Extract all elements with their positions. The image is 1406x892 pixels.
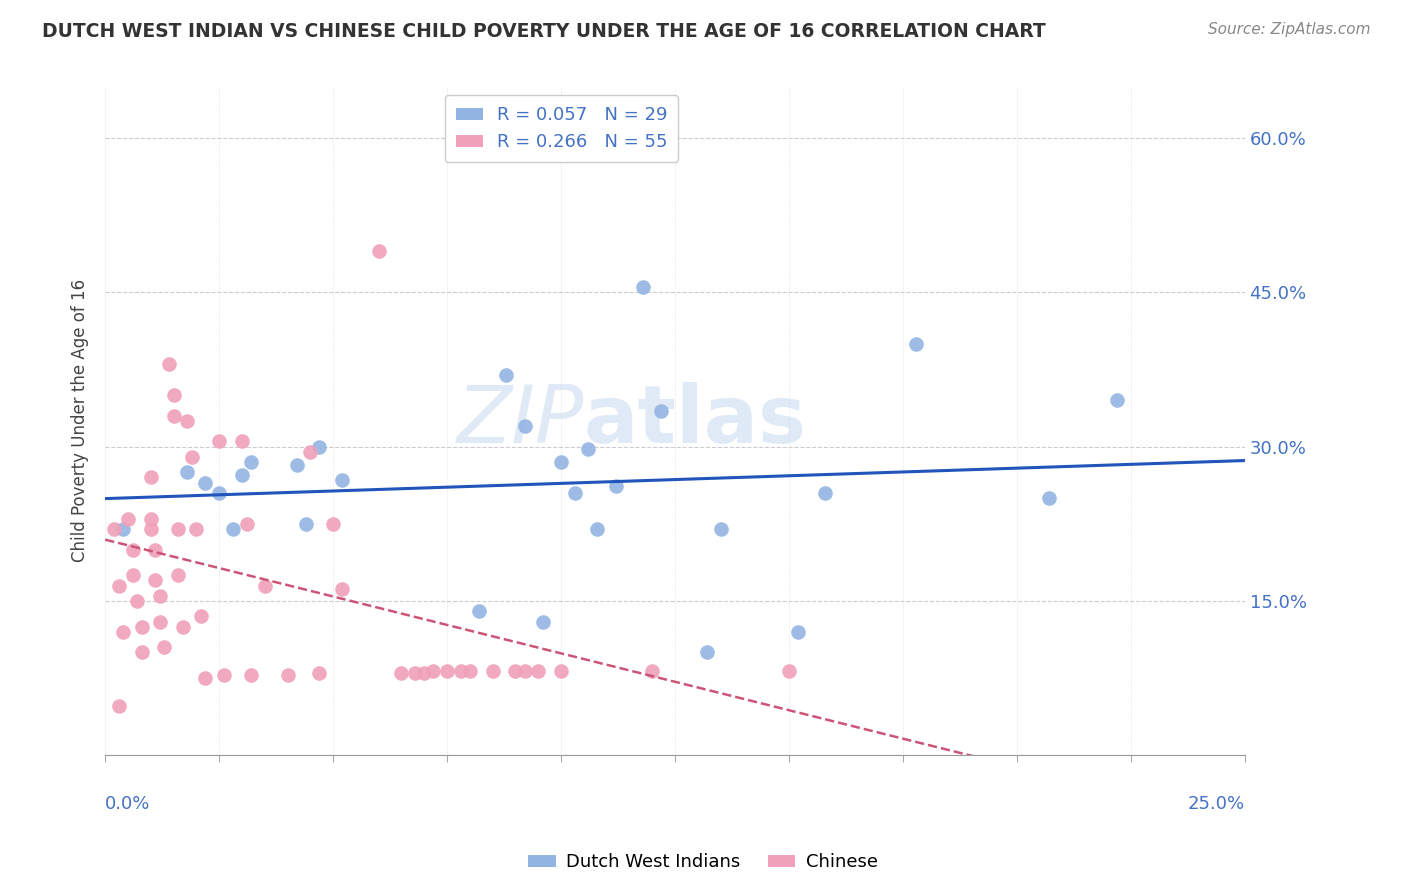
Point <box>709 522 731 536</box>
Point <box>176 466 198 480</box>
Point <box>103 522 125 536</box>
Point <box>814 486 837 500</box>
Point <box>550 664 572 678</box>
Point <box>330 473 353 487</box>
Point <box>576 442 599 456</box>
Point <box>167 522 190 536</box>
Point <box>117 511 139 525</box>
Point <box>231 434 253 449</box>
Point <box>468 604 491 618</box>
Point <box>450 664 472 678</box>
Point <box>240 455 263 469</box>
Point <box>436 664 458 678</box>
Point <box>481 664 503 678</box>
Point <box>121 542 143 557</box>
Point <box>391 665 413 680</box>
Point <box>308 665 330 680</box>
Point <box>139 522 162 536</box>
Point <box>586 522 609 536</box>
Point <box>212 668 235 682</box>
Point <box>527 664 550 678</box>
Point <box>143 542 166 557</box>
Point <box>108 578 131 592</box>
Point <box>294 516 316 531</box>
Point <box>650 403 672 417</box>
Point <box>180 450 202 464</box>
Point <box>176 414 198 428</box>
Point <box>285 458 308 472</box>
Point <box>905 336 928 351</box>
Point <box>308 440 330 454</box>
Point <box>139 511 162 525</box>
Point <box>787 624 810 639</box>
Point <box>513 664 536 678</box>
Point <box>495 368 517 382</box>
Point <box>194 475 217 490</box>
Text: 25.0%: 25.0% <box>1188 796 1244 814</box>
Point <box>550 455 572 469</box>
Point <box>222 522 245 536</box>
Text: DUTCH WEST INDIAN VS CHINESE CHILD POVERTY UNDER THE AGE OF 16 CORRELATION CHART: DUTCH WEST INDIAN VS CHINESE CHILD POVER… <box>42 22 1046 41</box>
Point <box>404 665 426 680</box>
Point <box>121 568 143 582</box>
Point <box>605 479 627 493</box>
Point <box>108 698 131 713</box>
Point <box>367 244 389 258</box>
Point <box>564 486 586 500</box>
Point <box>112 522 135 536</box>
Point <box>330 582 353 596</box>
Point <box>413 665 436 680</box>
Point <box>1105 393 1128 408</box>
Point <box>631 280 654 294</box>
Text: atlas: atlas <box>583 382 807 460</box>
Point <box>127 594 149 608</box>
Point <box>131 620 153 634</box>
Point <box>172 620 194 634</box>
Point <box>162 388 184 402</box>
Text: Source: ZipAtlas.com: Source: ZipAtlas.com <box>1208 22 1371 37</box>
Point <box>153 640 176 655</box>
Point <box>322 516 344 531</box>
Y-axis label: Child Poverty Under the Age of 16: Child Poverty Under the Age of 16 <box>72 279 89 563</box>
Point <box>240 668 263 682</box>
Point <box>157 357 180 371</box>
Point <box>276 668 298 682</box>
Point <box>253 578 276 592</box>
Point <box>208 486 231 500</box>
Point <box>112 624 135 639</box>
Point <box>186 522 208 536</box>
Point <box>139 470 162 484</box>
Point <box>149 589 172 603</box>
Point <box>131 645 153 659</box>
Point <box>194 671 217 685</box>
Point <box>513 419 536 434</box>
Point <box>505 664 527 678</box>
Point <box>641 664 664 678</box>
Point <box>231 468 253 483</box>
Point <box>235 516 257 531</box>
Point <box>778 664 800 678</box>
Point <box>167 568 190 582</box>
Legend: R = 0.057   N = 29, R = 0.266   N = 55: R = 0.057 N = 29, R = 0.266 N = 55 <box>444 95 678 162</box>
Point <box>458 664 481 678</box>
Point <box>531 615 554 629</box>
Point <box>299 444 322 458</box>
Point <box>1038 491 1060 505</box>
Point <box>190 609 212 624</box>
Legend: Dutch West Indians, Chinese: Dutch West Indians, Chinese <box>522 847 884 879</box>
Text: 0.0%: 0.0% <box>105 796 150 814</box>
Point <box>162 409 184 423</box>
Point <box>208 434 231 449</box>
Point <box>149 615 172 629</box>
Point <box>696 645 718 659</box>
Point <box>143 574 166 588</box>
Point <box>422 664 444 678</box>
Text: ZIP: ZIP <box>457 382 583 460</box>
